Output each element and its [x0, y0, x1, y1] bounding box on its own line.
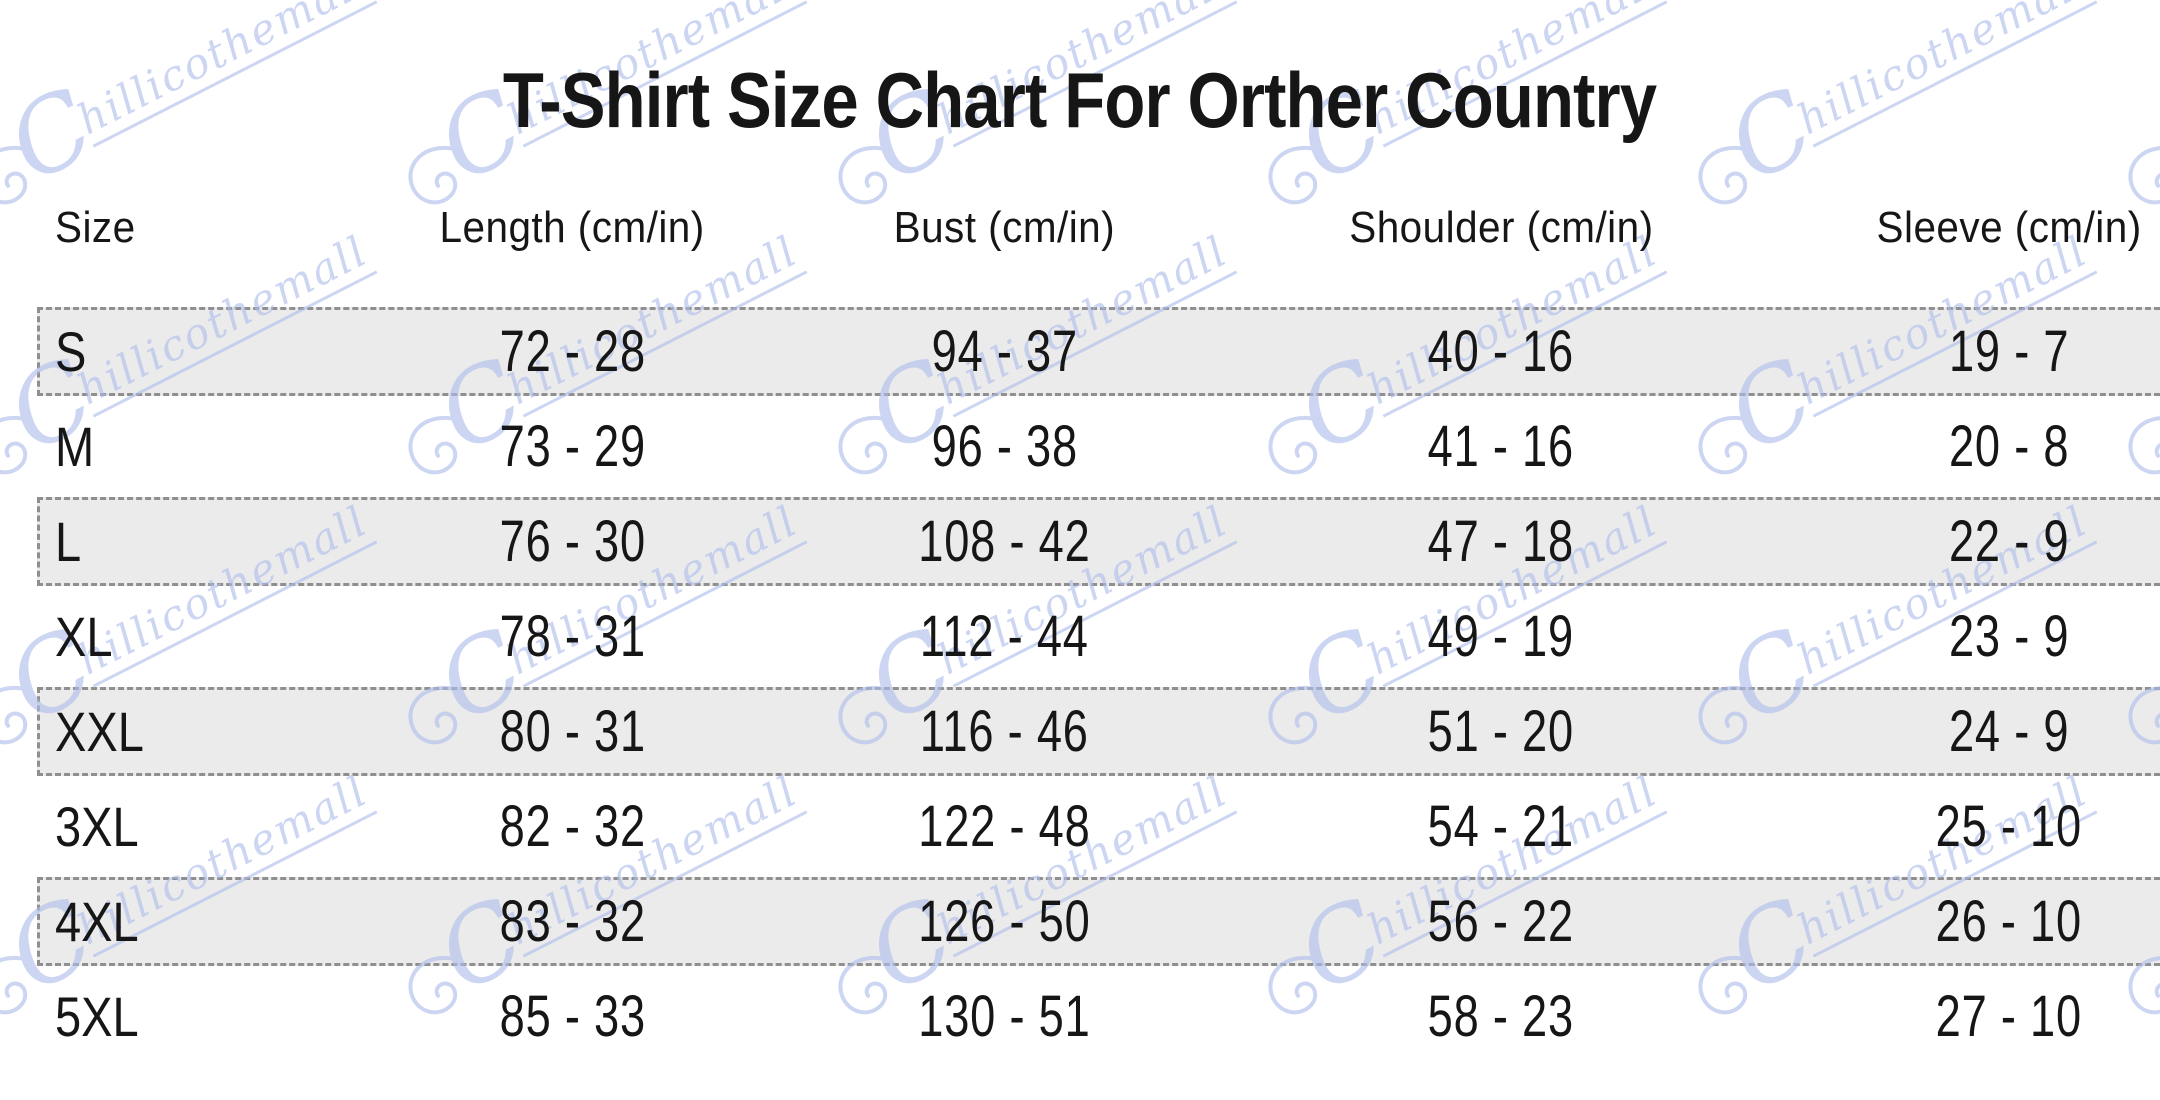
- cell-shoulder: 41 - 16: [1428, 414, 1575, 479]
- table-row: 3XL 82 - 32 122 - 48 54 - 21 25 - 10: [0, 779, 2160, 874]
- table-row: M 73 - 29 96 - 38 41 - 16 20 - 8: [0, 399, 2160, 494]
- table-row: L 76 - 30 108 - 42 47 - 18 22 - 9: [0, 494, 2160, 589]
- cell-size: 4XL: [55, 890, 139, 953]
- cell-length: 73 - 29: [499, 414, 646, 479]
- cell-sleeve: 25 - 10: [1935, 794, 2082, 859]
- cell-size: M: [55, 415, 95, 478]
- table-row: S 72 - 28 94 - 37 40 - 16 19 - 7: [0, 304, 2160, 399]
- page-title-text: T-Shirt Size Chart For Orther Country: [503, 56, 1657, 144]
- cell-shoulder: 51 - 20: [1428, 699, 1575, 764]
- column-header-bust: Bust (cm/in): [893, 203, 1116, 252]
- cell-shoulder: 49 - 19: [1428, 604, 1575, 669]
- cell-shoulder: 58 - 23: [1428, 984, 1575, 1049]
- cell-length: 82 - 32: [499, 794, 646, 859]
- cell-shoulder: 47 - 18: [1428, 509, 1575, 574]
- row-stripe-highlight: [37, 687, 2160, 776]
- cell-length: 83 - 32: [499, 889, 646, 954]
- cell-bust: 94 - 37: [931, 319, 1078, 384]
- cell-bust: 108 - 42: [918, 509, 1091, 574]
- row-stripe-highlight: [37, 877, 2160, 966]
- cell-sleeve: 27 - 10: [1935, 984, 2082, 1049]
- cell-sleeve: 24 - 9: [1948, 699, 2069, 764]
- cell-length: 78 - 31: [499, 604, 646, 669]
- cell-size: 3XL: [55, 795, 139, 858]
- cell-sleeve: 20 - 8: [1948, 414, 2069, 479]
- table-row: 5XL 85 - 33 130 - 51 58 - 23 27 - 10: [0, 969, 2160, 1064]
- cell-bust: 116 - 46: [919, 699, 1089, 764]
- cell-bust: 130 - 51: [918, 984, 1091, 1049]
- cell-length: 72 - 28: [499, 319, 646, 384]
- column-header-sleeve: Sleeve (cm/in): [1876, 203, 2142, 252]
- row-stripe-highlight: [37, 497, 2160, 586]
- table-row: XXL 80 - 31 116 - 46 51 - 20 24 - 9: [0, 684, 2160, 779]
- table-body: S 72 - 28 94 - 37 40 - 16 19 - 7 M 73 - …: [0, 304, 2160, 1064]
- cell-length: 80 - 31: [499, 699, 646, 764]
- cell-sleeve: 23 - 9: [1948, 604, 2069, 669]
- table-row: XL 78 - 31 112 - 44 49 - 19 23 - 9: [0, 589, 2160, 684]
- cell-length: 85 - 33: [499, 984, 646, 1049]
- cell-bust: 96 - 38: [931, 414, 1078, 479]
- cell-sleeve: 26 - 10: [1935, 889, 2082, 954]
- table-header-row: Size Length (cm/in) Bust (cm/in) Shoulde…: [0, 192, 2160, 264]
- cell-size: XXL: [55, 700, 144, 763]
- cell-sleeve: 22 - 9: [1948, 509, 2069, 574]
- row-stripe-highlight: [37, 307, 2160, 396]
- cell-shoulder: 54 - 21: [1428, 794, 1575, 859]
- cell-size: S: [55, 320, 87, 383]
- cell-size: XL: [55, 605, 113, 668]
- column-header-size: Size: [55, 203, 136, 252]
- column-header-shoulder: Shoulder (cm/in): [1349, 203, 1654, 252]
- cell-bust: 126 - 50: [918, 889, 1091, 954]
- column-header-length: Length (cm/in): [439, 203, 705, 252]
- page-title: T-Shirt Size Chart For Orther Country: [0, 0, 2160, 142]
- table-row: 4XL 83 - 32 126 - 50 56 - 22 26 - 10: [0, 874, 2160, 969]
- cell-shoulder: 40 - 16: [1428, 319, 1575, 384]
- cell-sleeve: 19 - 7: [1948, 319, 2069, 384]
- cell-shoulder: 56 - 22: [1428, 889, 1575, 954]
- cell-size: L: [55, 510, 82, 573]
- cell-bust: 112 - 44: [919, 604, 1089, 669]
- cell-length: 76 - 30: [499, 509, 646, 574]
- cell-size: 5XL: [55, 985, 139, 1048]
- cell-bust: 122 - 48: [918, 794, 1091, 859]
